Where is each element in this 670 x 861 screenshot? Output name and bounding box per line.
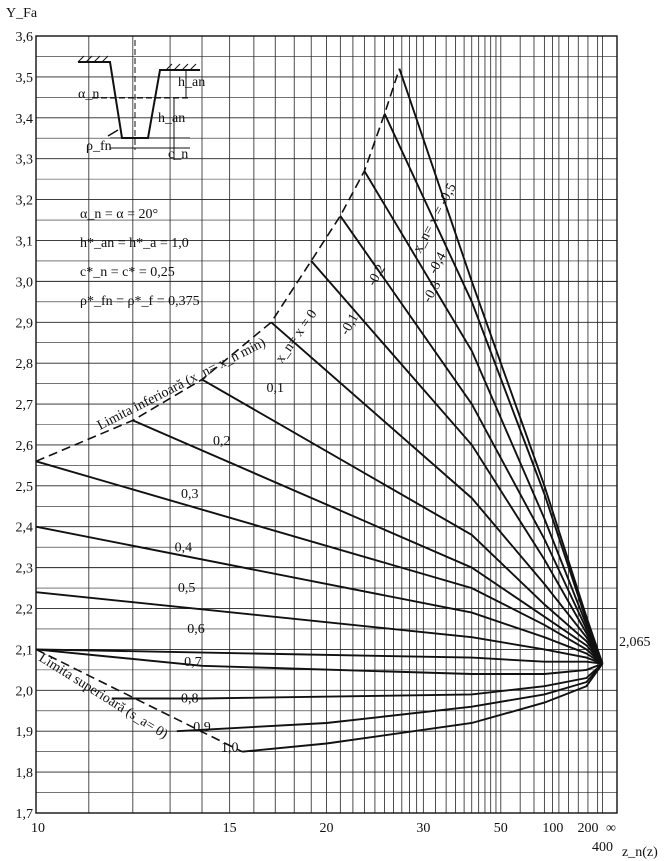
series-line [270,321,604,665]
y-tick-label: 2,2 [16,603,34,618]
inset-label: h_an [178,75,205,90]
series-line [35,648,603,675]
y-tick-label: 2,7 [16,398,34,413]
y-tick-label: 2,6 [16,439,34,454]
series-line [35,648,603,665]
inset-label: h_an [158,111,185,126]
series-line [383,113,604,665]
y-tick-label: 3,4 [16,112,34,127]
series-line [111,662,604,700]
parameter-line: c*_n = c* = 0,25 [80,265,175,280]
y-tick-label: 2,4 [16,521,34,536]
series-label: 0,6 [187,622,205,637]
series-line [398,68,604,665]
inset-label: ρ_fn [86,139,112,154]
lower-limit-line [35,68,401,463]
y-tick-label: 2,1 [16,643,34,658]
parameter-line: ρ*_fn = ρ*_f = 0,375 [80,294,200,309]
series-label: 0,9 [193,720,211,735]
parameter-notes: α_n = α = 20° h*_an = h*_a = 1,0 c*_n = c*… [80,207,200,309]
series-label: 0,8 [181,692,199,707]
series-label: -0,2 [365,262,389,289]
y-tick-label: 3,6 [16,30,34,45]
y-tick-label: 3,2 [16,194,34,209]
x-tick-label: 100 [542,821,563,836]
y-tick-label: 2,3 [16,562,34,577]
series-line [35,591,603,665]
series-label: 1,0 [221,741,239,756]
y-tick-label: 3,3 [16,153,34,168]
parameter-line: h*_an = h*_a = 1,0 [80,236,189,251]
y-tick-label: 3,0 [16,275,34,290]
upper-limit-line [35,648,243,753]
series-label: 0,5 [178,581,196,596]
y-tick-label: 1,8 [16,766,34,781]
parameter-line: α_n = α = 20° [80,207,158,222]
tooth-profile-inset [77,40,200,160]
series-line [339,215,604,665]
series-line [242,663,604,753]
series-line [201,378,604,665]
y-tick-label: 2,8 [16,357,34,372]
series-label: 0,4 [175,540,193,555]
curves [35,68,604,753]
x-axis-title: z_n(z) [622,845,658,860]
y-tick-label: 2,5 [16,480,34,495]
x-tick-label: 30 [416,821,430,836]
series-label: 0,7 [184,655,202,670]
series-line [35,460,604,665]
x-tick-label: 10 [31,821,45,836]
series-label: -0,3 [420,278,444,305]
x-tick-label: 200 [577,821,598,836]
plot-frame [35,35,618,814]
y-tick-label: 3,5 [16,71,34,86]
y-tick-label: 3,1 [16,234,34,249]
y-tick-label: 2,0 [16,684,34,699]
series-line [132,419,604,665]
series-label: x_n= x = 0 [273,307,320,366]
y-tick-label: 1,9 [16,725,34,740]
x-tick-label: 20 [320,821,334,836]
series-line [35,525,604,665]
series-line [363,170,604,665]
series-label: 0,2 [213,434,231,449]
x-tick-label: 400 [592,840,613,855]
lower-limit-label: Limita inferioară (x_n= x_n min) [95,335,268,433]
x-tick-label: 50 [494,821,508,836]
series-line [176,663,604,733]
tick-labels: 1,7 1,8 1,9 2,0 2,1 2,2 2,3 2,4 2,5 2,6 2,7 2,8 2,9 3… [16,30,617,855]
y-tick-label: 1,7 [16,807,34,822]
series-label: 0,1 [266,381,284,396]
inset-label: α_n [78,87,99,102]
inset-labels: α_n h_an h_an ρ_fn c_n [78,75,205,162]
x-tick-label: ∞ [606,821,616,836]
series-line [310,260,604,665]
y-axis-title: Y_Fa [6,6,38,21]
inset-label: c_n [168,147,188,162]
series-label: 0,3 [181,487,199,502]
convergence-label: 2,065 [619,635,651,650]
y-tick-label: 2,9 [16,316,34,331]
upper-limit-label: Limita superioară (s_a= 0) [36,651,171,743]
x-tick-label: 15 [223,821,237,836]
